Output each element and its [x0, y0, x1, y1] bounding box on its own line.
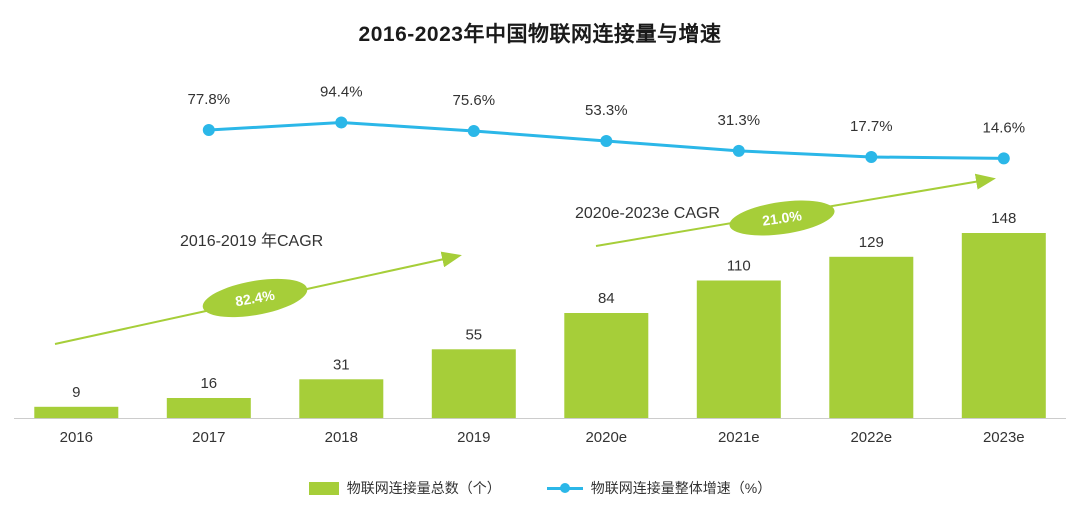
legend-item-line: 物联网连接量整体增速（%） — [546, 478, 772, 498]
bar-value-label: 129 — [859, 234, 884, 251]
growth-point-label: 17.7% — [850, 118, 893, 135]
growth-point — [467, 125, 480, 137]
x-axis-label: 2019 — [457, 429, 490, 446]
growth-point — [732, 144, 745, 157]
chart-title: 2016-2023年中国物联网连接量与增速 — [358, 23, 722, 46]
legend-bar-label: 物联网连接量总数（个） — [346, 480, 501, 496]
x-axis-label: 2022e — [850, 429, 892, 446]
growth-point-label: 14.6% — [983, 119, 1026, 136]
growth-point-label: 94.4% — [320, 84, 363, 101]
bar-value-label: 31 — [333, 356, 350, 373]
bar — [299, 379, 384, 419]
x-axis-label: 2016 — [60, 429, 93, 446]
growth-point-label: 31.3% — [718, 112, 761, 129]
x-axis-label: 2020e — [585, 429, 627, 446]
cagr-label: 2020e-2023e CAGR — [575, 205, 720, 222]
combo-chart: 9 2016 16 2017 31 2018 55 2019 84 2020e 110 2021e 12… — [14, 84, 1066, 446]
bar — [34, 406, 119, 419]
bar-value-label: 55 — [465, 326, 482, 343]
bar — [829, 256, 914, 419]
cagr-badge-value: 21.0% — [761, 207, 803, 228]
cagr-badge — [729, 200, 835, 236]
cagr-annotation: 2020e-2023e CAGR 21.0% — [575, 173, 996, 247]
bar-value-label: 9 — [72, 384, 80, 401]
cagr-badge — [202, 278, 308, 318]
x-axis-label: 2018 — [325, 429, 358, 446]
growth-point-label: 53.3% — [585, 102, 628, 119]
x-axis-label: 2021e — [718, 429, 760, 446]
growth-point — [202, 124, 215, 136]
line-dot-icon — [559, 483, 570, 493]
bar — [431, 349, 516, 419]
x-axis-label: 2023e — [983, 429, 1025, 446]
growth-point — [600, 135, 613, 147]
bar-value-label: 16 — [200, 375, 217, 392]
bar — [564, 313, 649, 418]
cagr-badge-value: 82.4% — [234, 287, 276, 310]
chart-svg: 9 2016 16 2017 31 2018 55 2019 84 2020e 110 2021e 12… — [14, 84, 1066, 446]
legend-line-label: 物联网连接量整体增速（%） — [590, 480, 772, 496]
bar — [961, 233, 1046, 418]
growth-point — [997, 152, 1010, 165]
legend: 物联网连接量总数（个） 物联网连接量整体增速（%） — [0, 478, 1080, 498]
growth-point-label: 75.6% — [453, 92, 496, 109]
cagr-label: 2016-2019 年CAGR — [180, 232, 323, 250]
bar-value-label: 84 — [598, 290, 615, 307]
legend-item-bars: 物联网连接量总数（个） — [308, 478, 501, 498]
bar-value-label: 148 — [991, 210, 1016, 227]
bar — [166, 398, 251, 418]
growth-point — [335, 116, 348, 129]
x-axis-label: 2017 — [192, 429, 225, 446]
bar — [696, 280, 781, 418]
bar-series-swatch — [308, 481, 339, 495]
cagr-annotation: 2016-2019 年CAGR 82.4% — [54, 232, 462, 345]
line-series-swatch — [546, 483, 583, 493]
bar-value-label: 110 — [727, 258, 751, 275]
growth-point — [865, 151, 878, 163]
growth-point-label: 77.8% — [188, 91, 231, 108]
